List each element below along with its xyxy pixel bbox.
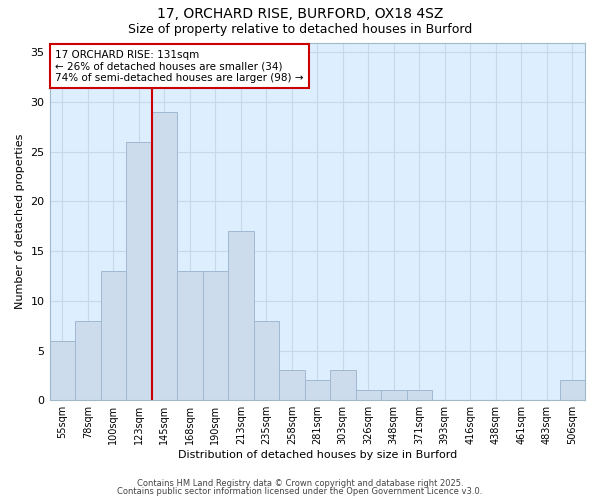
Text: 17, ORCHARD RISE, BURFORD, OX18 4SZ: 17, ORCHARD RISE, BURFORD, OX18 4SZ bbox=[157, 8, 443, 22]
Bar bbox=[279, 370, 305, 400]
Text: Contains HM Land Registry data © Crown copyright and database right 2025.: Contains HM Land Registry data © Crown c… bbox=[137, 478, 463, 488]
Bar bbox=[560, 380, 585, 400]
Bar bbox=[330, 370, 356, 400]
Bar bbox=[381, 390, 407, 400]
Bar bbox=[50, 340, 75, 400]
Bar bbox=[228, 232, 254, 400]
Bar bbox=[203, 271, 228, 400]
Bar bbox=[152, 112, 177, 400]
Bar bbox=[126, 142, 152, 400]
Bar bbox=[407, 390, 432, 400]
Bar bbox=[254, 320, 279, 400]
X-axis label: Distribution of detached houses by size in Burford: Distribution of detached houses by size … bbox=[178, 450, 457, 460]
Bar bbox=[177, 271, 203, 400]
Text: Contains public sector information licensed under the Open Government Licence v3: Contains public sector information licen… bbox=[118, 487, 482, 496]
Bar bbox=[305, 380, 330, 400]
Text: 17 ORCHARD RISE: 131sqm
← 26% of detached houses are smaller (34)
74% of semi-de: 17 ORCHARD RISE: 131sqm ← 26% of detache… bbox=[55, 50, 304, 83]
Bar bbox=[356, 390, 381, 400]
Text: Size of property relative to detached houses in Burford: Size of property relative to detached ho… bbox=[128, 22, 472, 36]
Y-axis label: Number of detached properties: Number of detached properties bbox=[15, 134, 25, 309]
Bar bbox=[101, 271, 126, 400]
Bar bbox=[75, 320, 101, 400]
